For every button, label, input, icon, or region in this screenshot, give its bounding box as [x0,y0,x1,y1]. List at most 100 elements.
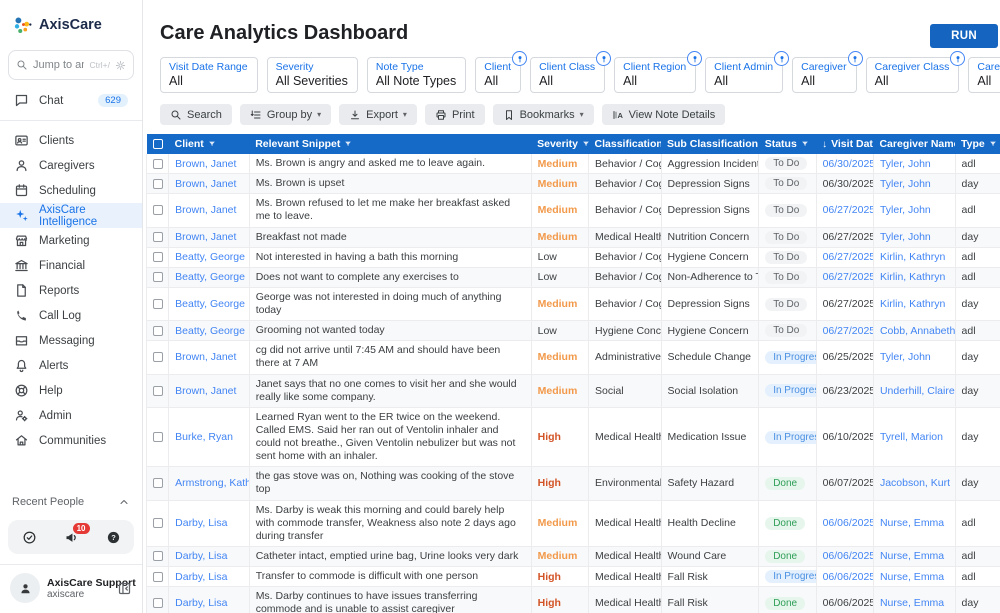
view-note-details-button[interactable]: A View Note Details [601,104,726,125]
run-button[interactable]: RUN [930,24,998,48]
sidebar-item-caregivers[interactable]: Caregivers [0,153,142,178]
visit-date-link[interactable]: 06/30/2025 [822,157,874,170]
client-link[interactable]: Beatty, George [175,251,245,264]
visit-date-link[interactable]: 06/27/2025 [822,271,874,284]
sidebar-item-communities[interactable]: Communities [0,428,142,453]
visit-date-link[interactable]: 06/27/2025 [822,251,874,264]
group-by-button[interactable]: Group by ▾ [239,104,332,125]
row-checkbox[interactable] [153,598,163,609]
column-header-sub-classification[interactable]: Sub Classification [661,134,759,154]
row-checkbox[interactable] [153,571,163,582]
client-link[interactable]: Brown, Janet [175,177,237,190]
sidebar-item-scheduling[interactable]: Scheduling [0,178,142,203]
row-checkbox[interactable] [153,158,163,169]
sidebar-item-axiscare-intelligence[interactable]: AxisCare Intelligence [0,203,142,228]
help-question-icon[interactable]: ? [106,530,121,545]
pin-badge[interactable] [847,51,863,66]
search-button[interactable]: Search [160,104,232,125]
row-checkbox[interactable] [153,178,163,189]
pin-badge[interactable] [512,51,528,66]
client-link[interactable]: Darby, Lisa [175,550,228,563]
sidebar-item-help[interactable]: Help [0,378,142,403]
caregiver-link[interactable]: Jacobson, Kurt [879,477,951,490]
visit-date-link[interactable]: 06/27/2025 [822,324,874,337]
filter-chip-severity[interactable]: Severity All Severities [266,57,358,93]
gear-icon[interactable] [115,60,126,71]
sidebar-item-financial[interactable]: Financial [0,253,142,278]
sidebar-item-alerts[interactable]: Alerts [0,353,142,378]
client-link[interactable]: Beatty, George [175,324,245,337]
row-checkbox[interactable] [153,232,163,243]
client-link[interactable]: Darby, Lisa [175,597,228,610]
pin-badge[interactable] [687,51,703,66]
print-button[interactable]: Print [424,104,485,125]
row-checkbox[interactable] [153,272,163,283]
select-all-checkbox[interactable] [152,139,163,149]
filter-chip-visit-date-range[interactable]: Visit Date Range All [160,57,258,93]
row-checkbox[interactable] [153,352,163,363]
sidebar-item-admin[interactable]: Admin [0,403,142,428]
caregiver-link[interactable]: Nurse, Emma [879,550,945,563]
filter-chip-client-class[interactable]: Client Class All [530,51,612,93]
pin-badge[interactable] [596,51,612,66]
filter-chip-caregiver-class[interactable]: Caregiver Class All [865,51,966,93]
row-checkbox[interactable] [153,205,163,216]
visit-date-link[interactable]: 06/06/2025 [822,570,874,583]
row-checkbox[interactable] [153,432,163,442]
caregiver-link[interactable]: Tyler, John [879,177,931,190]
recent-people-toggle[interactable]: Recent People [0,496,142,508]
client-link[interactable]: Brown, Janet [175,231,237,244]
sidebar-item-marketing[interactable]: Marketing [0,228,142,253]
caregiver-link[interactable]: Tyler, John [879,231,931,244]
sidebar-item-messaging[interactable]: Messaging [0,328,142,353]
pin-badge[interactable] [950,51,966,66]
caregiver-link[interactable]: Underhill, Claire [879,384,955,397]
caregiver-link[interactable]: Kirlin, Kathryn [879,251,946,264]
column-header-severity[interactable]: Severity [531,134,589,154]
pin-badge[interactable] [774,51,790,66]
row-checkbox[interactable] [153,518,163,529]
column-header-status[interactable]: Status [758,134,817,154]
export-button[interactable]: Export ▾ [339,104,417,125]
caregiver-link[interactable]: Cobb, Annabeth [879,324,956,337]
account-row[interactable]: AxisCare Support axiscare [0,564,142,603]
client-link[interactable]: Darby, Lisa [175,570,228,583]
column-header-type[interactable]: Type [955,134,1000,154]
collapse-sidebar-icon[interactable] [117,581,132,596]
client-link[interactable]: Brown, Janet [175,384,237,397]
filter-chip-caregiver[interactable]: Caregiver All [792,51,863,93]
row-checkbox[interactable] [153,325,163,336]
caregiver-link[interactable]: Nurse, Emma [879,597,945,610]
row-checkbox[interactable] [153,299,163,309]
caregiver-link[interactable]: Tyler, John [879,351,931,364]
visit-date-link[interactable]: 06/06/2025 [822,517,874,530]
client-link[interactable]: Darby, Lisa [175,517,228,530]
filter-chip-client[interactable]: Client All [475,51,528,93]
caregiver-link[interactable]: Tyrell, Marion [879,431,943,443]
filter-chip-client-region[interactable]: Client Region All [614,51,703,93]
caregiver-link[interactable]: Kirlin, Kathryn [879,271,946,284]
client-link[interactable]: Armstrong, Katharina [175,477,250,490]
client-link[interactable]: Beatty, George [175,271,245,284]
sidebar-item-chat[interactable]: Chat 629 [0,88,142,113]
client-link[interactable]: Brown, Janet [175,351,237,364]
client-link[interactable]: Brown, Janet [175,204,237,217]
visit-date-link[interactable]: 06/06/2025 [822,550,874,563]
client-link[interactable]: Burke, Ryan [175,431,233,443]
caregiver-link[interactable]: Nurse, Emma [879,517,945,530]
caregiver-link[interactable]: Kirlin, Kathryn [879,298,946,310]
row-checkbox[interactable] [153,478,163,489]
visit-date-link[interactable]: 06/27/2025 [822,204,874,217]
jump-to-anyone-search[interactable]: Jump to anyone Ctrl+/ [8,50,134,80]
client-link[interactable]: Brown, Janet [175,157,237,170]
column-header-caregiver-name[interactable]: Caregiver Name [873,134,956,154]
tasks-check-icon[interactable] [22,530,37,545]
row-checkbox[interactable] [153,551,163,562]
filter-chip-client-admin[interactable]: Client Admin All [705,51,790,93]
caregiver-link[interactable]: Tyler, John [879,157,931,170]
sidebar-item-call-log[interactable]: Call Log [0,303,142,328]
filter-chip-note-type[interactable]: Note Type All Note Types [366,57,467,93]
column-header-client[interactable]: Client [168,134,250,154]
column-header-visit-date[interactable]: ↓Visit Date [816,134,874,154]
